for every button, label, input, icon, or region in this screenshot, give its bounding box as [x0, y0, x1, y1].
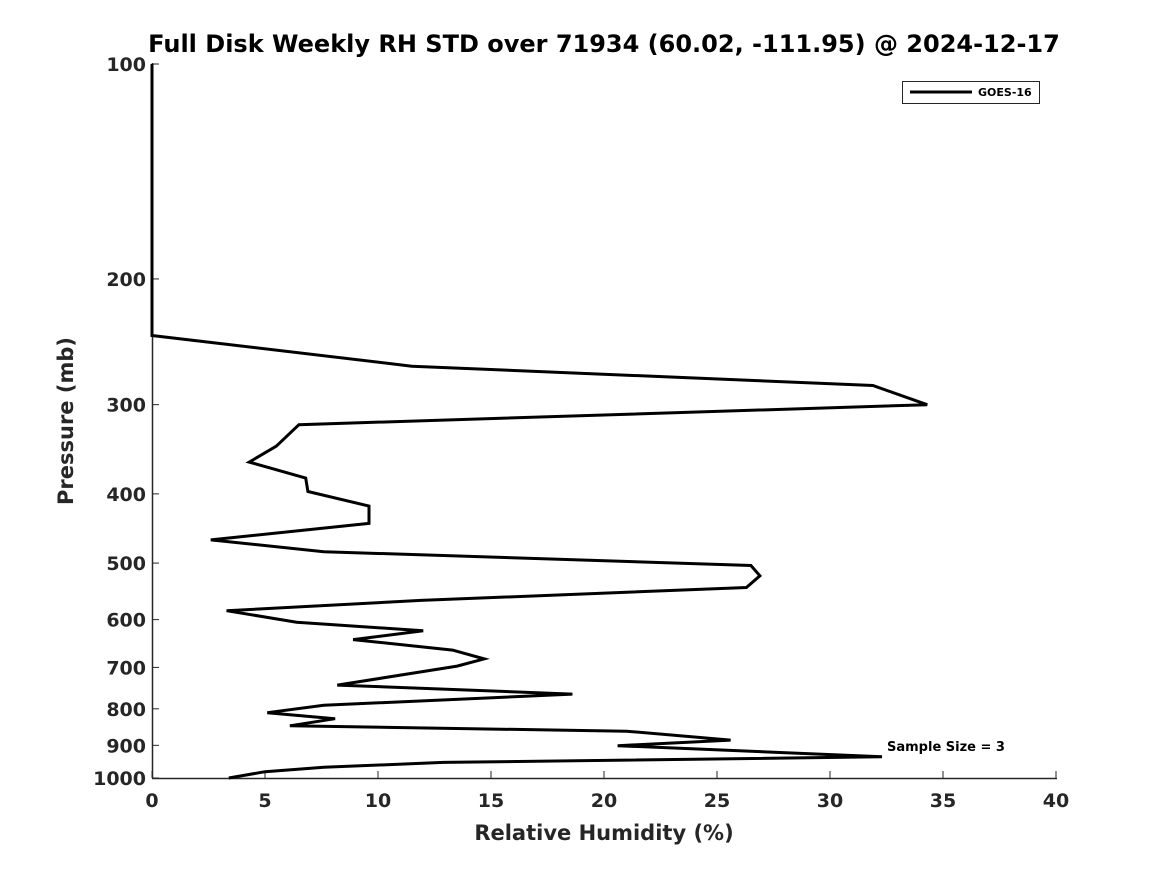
x-tick-label: 0 — [145, 790, 158, 812]
x-tick-label: 20 — [591, 790, 617, 812]
legend-label: GOES-16 — [978, 86, 1032, 99]
x-tick-label: 30 — [817, 790, 843, 812]
chart-title: Full Disk Weekly RH STD over 71934 (60.0… — [148, 30, 1060, 58]
x-axis-label: Relative Humidity (%) — [474, 821, 733, 845]
series-line — [150, 64, 928, 780]
y-tick-label: 100 — [106, 54, 146, 76]
series-group — [150, 64, 928, 780]
y-tick-label: 200 — [106, 269, 146, 291]
sample-size-annotation: Sample Size = 3 — [887, 740, 1005, 755]
x-tick-label: 5 — [258, 790, 271, 812]
axes — [151, 63, 1057, 780]
y-tick-label: 1000 — [93, 768, 146, 790]
y-ticks: 100 200 300 400 500 600 700 800 900 1000 — [93, 54, 159, 790]
y-tick-label: 700 — [106, 657, 146, 679]
x-ticks: 0 5 10 15 20 25 30 35 40 — [145, 771, 1069, 812]
y-tick-label: 800 — [106, 699, 146, 721]
y-tick-label: 400 — [106, 484, 146, 506]
x-tick-label: 35 — [930, 790, 956, 812]
y-tick-label: 600 — [106, 610, 146, 632]
x-tick-label: 15 — [478, 790, 504, 812]
y-axis-label: Pressure (mb) — [54, 337, 78, 505]
x-tick-label: 25 — [704, 790, 730, 812]
y-tick-label: 300 — [106, 395, 146, 417]
y-tick-label: 900 — [106, 735, 146, 757]
x-tick-label: 10 — [365, 790, 391, 812]
x-tick-label: 40 — [1043, 790, 1069, 812]
legend: GOES-16 — [902, 81, 1040, 104]
y-tick-label: 500 — [106, 553, 146, 575]
